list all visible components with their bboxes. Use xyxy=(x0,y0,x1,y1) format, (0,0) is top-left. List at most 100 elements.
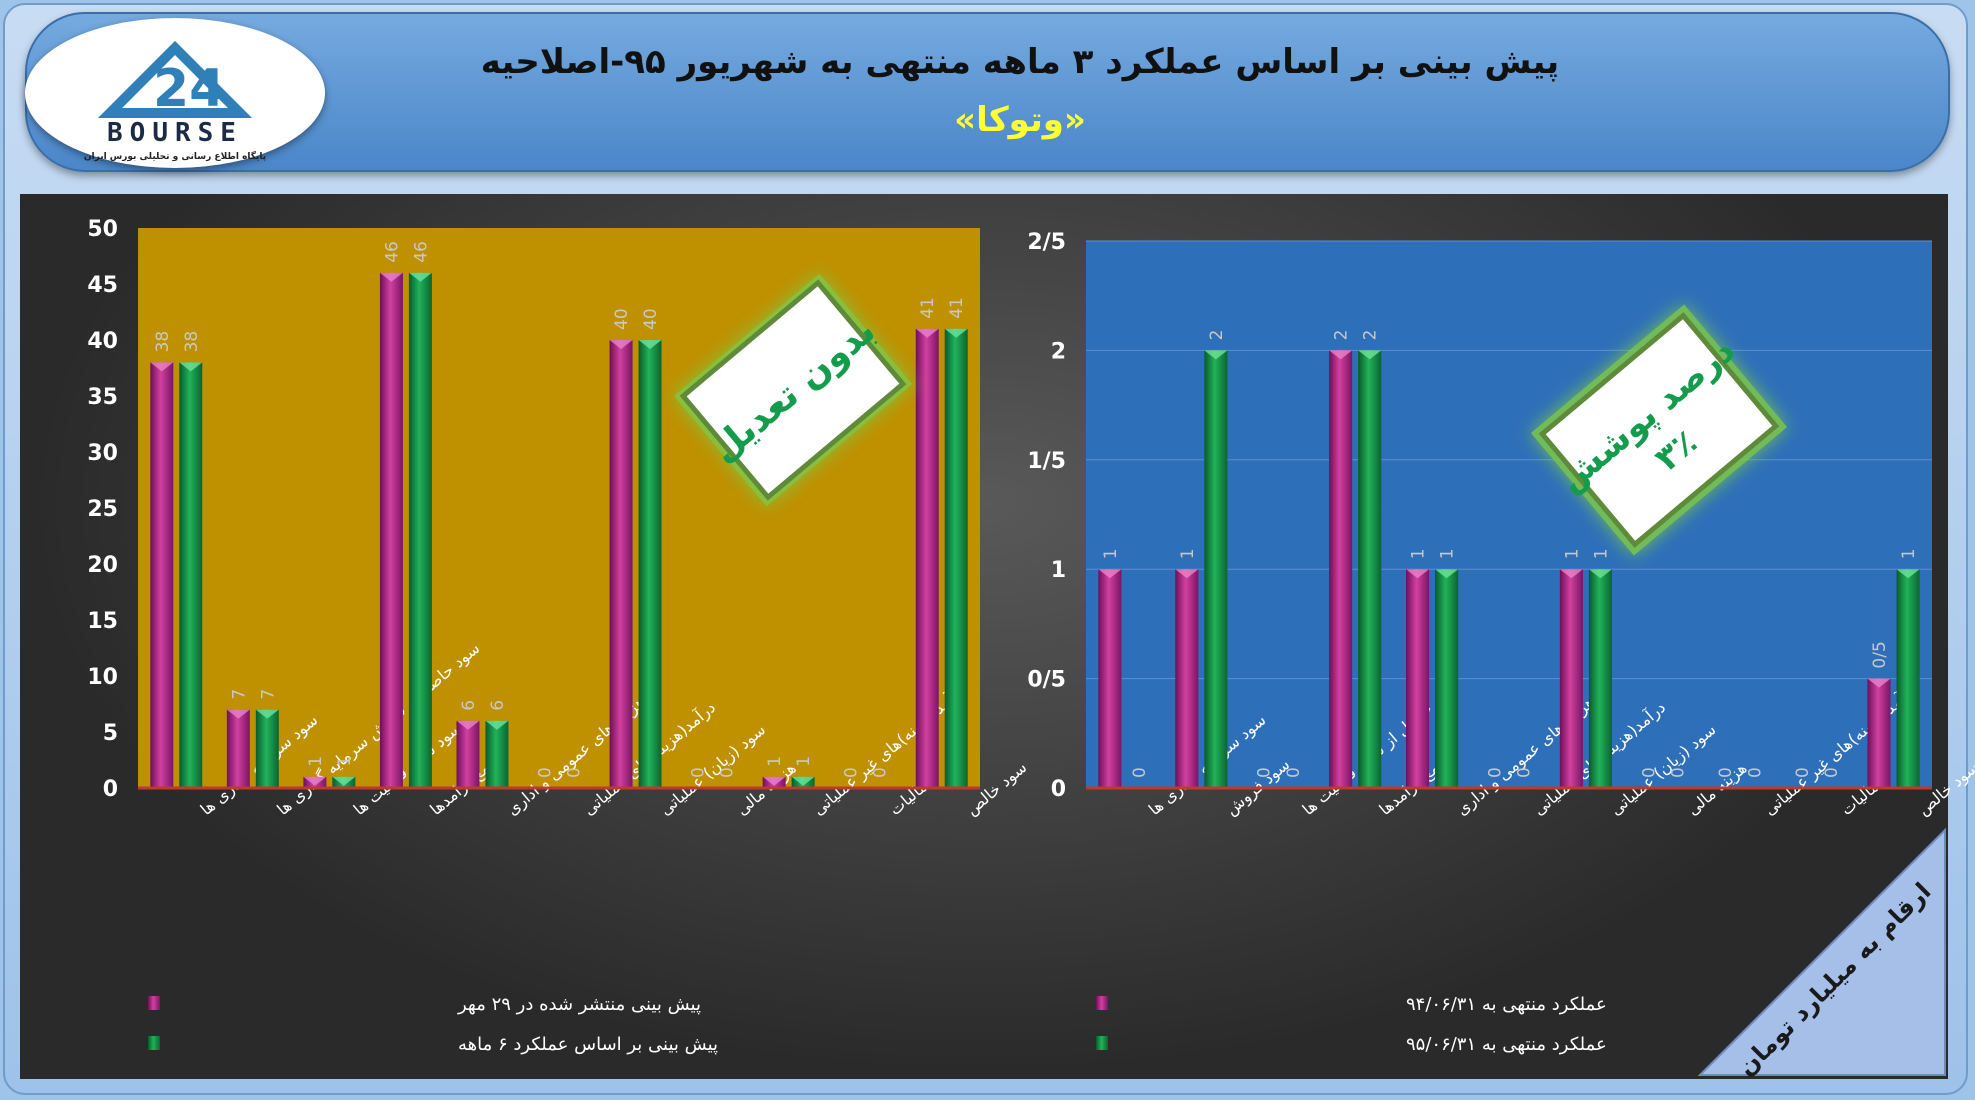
data-label: 1 xyxy=(1409,548,1429,559)
data-label: 0 xyxy=(1130,767,1150,778)
bourse24-logo: 24 BOURSE پایگاه اطلاع رسانی و تحلیلی بو… xyxy=(25,18,325,168)
bar-cap xyxy=(456,720,480,730)
bar-series2 xyxy=(179,362,203,788)
data-label: 0 xyxy=(718,767,738,778)
legend-swatch xyxy=(1096,996,1108,1010)
data-label: 2 xyxy=(1361,330,1381,341)
bar-cap xyxy=(1204,350,1228,360)
data-label: 40 xyxy=(612,308,632,330)
unit-note-corner: ارقام به میلیارد تومان xyxy=(1697,827,1946,1081)
legend-swatch xyxy=(148,996,160,1010)
data-label: 0 xyxy=(842,767,862,778)
bar-cap xyxy=(150,362,174,372)
bar-series1 xyxy=(1329,350,1353,788)
data-label: 1 xyxy=(1899,548,1919,559)
bar-series2 xyxy=(485,720,509,788)
bar-series1 xyxy=(1867,678,1891,788)
y-tick-label: 5 xyxy=(103,721,118,746)
data-label: 0 xyxy=(1822,767,1842,778)
bar-cap xyxy=(303,776,327,786)
data-label: 38 xyxy=(153,331,173,353)
bar-series1 xyxy=(226,709,250,788)
data-label: 6 xyxy=(459,700,479,711)
data-label: 0 xyxy=(1284,767,1304,778)
data-label: 0 xyxy=(1716,767,1736,778)
data-label: 0 xyxy=(1745,767,1765,778)
bar-series2 xyxy=(1358,350,1382,788)
title-banner xyxy=(25,12,1950,172)
company-name: «وتوکا» xyxy=(954,100,1086,140)
legend-swatch xyxy=(148,1036,160,1050)
y-tick-label: 10 xyxy=(87,665,118,690)
logo-caption: پایگاه اطلاع رسانی و تحلیلی بورس ایران xyxy=(83,152,267,162)
bar-series1 xyxy=(609,340,633,788)
y-tick-label: 1 xyxy=(1051,558,1066,583)
data-label: 0 xyxy=(1793,767,1813,778)
bar-cap xyxy=(1896,569,1920,579)
y-tick-label: 15 xyxy=(87,609,118,634)
bar-cap xyxy=(255,709,279,719)
data-label: 0 xyxy=(1515,767,1535,778)
bar-cap xyxy=(762,776,786,786)
y-tick-label: 0/5 xyxy=(1027,668,1066,693)
bar-cap xyxy=(915,328,939,338)
logo-mark-icon: 24 xyxy=(97,40,253,119)
y-tick-label: 2 xyxy=(1051,339,1066,364)
bar-series2 xyxy=(1204,350,1228,788)
bar-series2 xyxy=(1896,569,1920,788)
bar-cap xyxy=(1358,350,1382,360)
bar-series1 xyxy=(379,272,403,788)
y-tick-label: 35 xyxy=(87,385,118,410)
y-tick-label: 50 xyxy=(87,217,118,242)
data-label: 46 xyxy=(382,241,402,263)
data-label: 0 xyxy=(1255,767,1275,778)
y-tick-label: 1/5 xyxy=(1027,449,1066,474)
data-label: 0 xyxy=(1639,767,1659,778)
bar-cap xyxy=(1329,350,1353,360)
legend-label: عملکرد منتهی به ۹۵/۰۶/۳۱ xyxy=(1406,1034,1607,1055)
data-label: 1 xyxy=(1101,548,1121,559)
data-label: 1 xyxy=(1591,548,1611,559)
data-label: 0 xyxy=(1668,767,1688,778)
data-label: 1 xyxy=(335,756,355,767)
bar-cap xyxy=(1406,569,1430,579)
bar-cap xyxy=(1588,569,1612,579)
bar-cap xyxy=(379,272,403,282)
bar-series2 xyxy=(944,328,968,788)
data-label: 2 xyxy=(1207,330,1227,341)
y-tick-label: 45 xyxy=(87,273,118,298)
bar-cap xyxy=(1559,569,1583,579)
data-label: 0 xyxy=(564,767,584,778)
bar-cap xyxy=(638,340,662,349)
legend-label: پیش بینی بر اساس عملکرد ۶ ماهه xyxy=(458,1034,718,1055)
data-label: 41 xyxy=(918,297,938,319)
bar-series1 xyxy=(1175,569,1199,788)
stamp-coverage: درصد پوشش ۳٪ xyxy=(1530,304,1788,556)
bar-cap xyxy=(944,328,968,338)
bar-series1 xyxy=(915,328,939,788)
bar-series1 xyxy=(456,720,480,788)
bar-series1 xyxy=(1559,569,1583,788)
bar-cap xyxy=(332,776,356,786)
data-label: 0/5 xyxy=(1870,641,1890,668)
bar-cap xyxy=(609,340,633,349)
y-tick-label: 25 xyxy=(87,497,118,522)
data-label: 7 xyxy=(229,689,249,700)
logo-wordmark: BOURSE xyxy=(107,118,243,148)
data-label: 40 xyxy=(641,308,661,330)
bar-cap xyxy=(179,362,203,372)
bar-series2 xyxy=(1435,569,1459,788)
bar-series1 xyxy=(150,362,174,788)
y-tick-label: 40 xyxy=(87,329,118,354)
bar-series2 xyxy=(1588,569,1612,788)
legend-swatch xyxy=(1096,1036,1108,1050)
bar-cap xyxy=(1175,569,1199,579)
bar-cap xyxy=(485,720,509,730)
y-tick-label: 20 xyxy=(87,553,118,578)
data-label: 1 xyxy=(765,756,785,767)
bar-series2 xyxy=(408,272,432,788)
bar-cap xyxy=(1435,569,1459,579)
